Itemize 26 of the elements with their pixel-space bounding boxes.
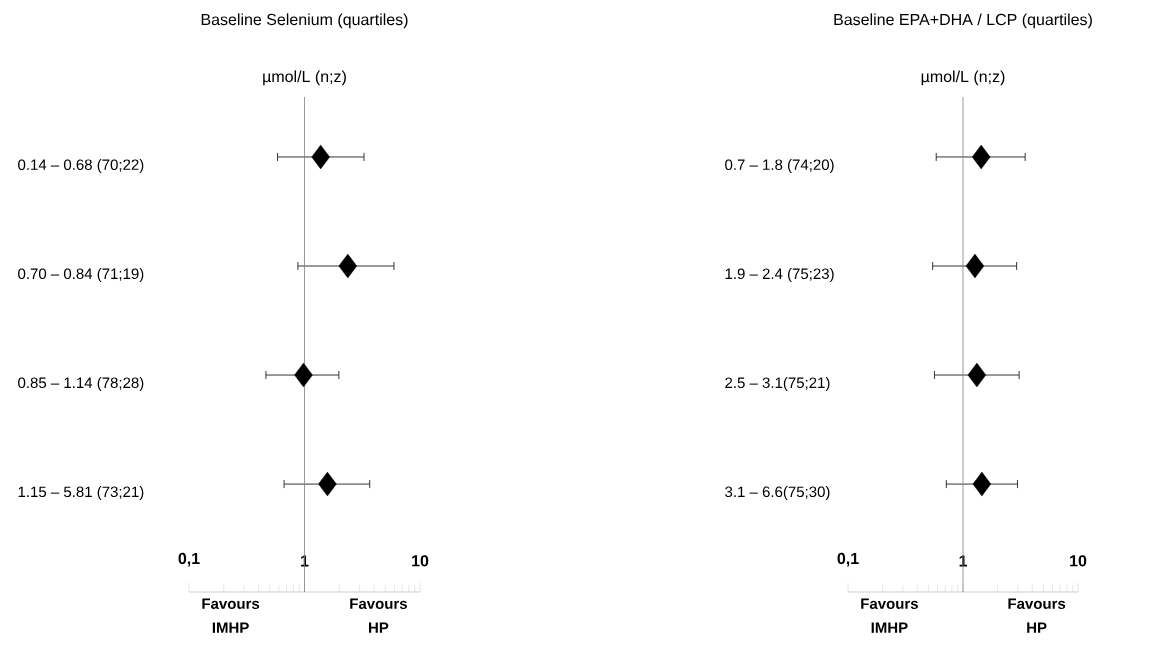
text: Favours IMHP xyxy=(202,598,260,633)
y-tick-label: 2.5 – 3.1(75;21) xyxy=(725,377,830,392)
text: Favours HP xyxy=(350,598,407,633)
text: Favours HP xyxy=(1008,598,1066,633)
x-tick-label: 10 xyxy=(412,555,429,567)
x-tick-label: 1 xyxy=(301,555,309,567)
point xyxy=(972,144,991,170)
y-tick-label: 0.85 – 1.14 (78;28) xyxy=(18,377,144,392)
chart-subtitle: µmol/L (n;z) xyxy=(921,70,1005,86)
y-tick-label: 3.1 – 6.6(75;30) xyxy=(725,486,830,501)
point xyxy=(972,471,992,497)
chart-title: Baseline EPA+DHA / LCP (quartiles) xyxy=(834,13,1092,29)
x-tick-label: 0,1 xyxy=(178,552,200,567)
x-tick-label: 10 xyxy=(1070,555,1087,567)
x-tick-label: 1 xyxy=(959,555,968,567)
point xyxy=(965,253,985,279)
chart-subtitle: µmol/L (n;z) xyxy=(263,70,346,86)
y-tick-label: 0.70 – 0.84 (71;19) xyxy=(18,268,144,282)
y-tick-label: 0.7 – 1.8 (74;20) xyxy=(725,158,834,173)
point xyxy=(967,362,987,388)
y-tick-label: 0.14 – 0.68 (70;22) xyxy=(18,158,144,173)
y-tick-label: 1.15 – 5.81 (73;21) xyxy=(18,486,144,501)
chart-title: Baseline Selenium (quartiles) xyxy=(201,13,408,29)
y-tick-label: 1.9 – 2.4 (75;23) xyxy=(725,268,834,282)
x-tick-label: 0,1 xyxy=(837,552,859,567)
text: Favours IMHP xyxy=(861,598,918,633)
